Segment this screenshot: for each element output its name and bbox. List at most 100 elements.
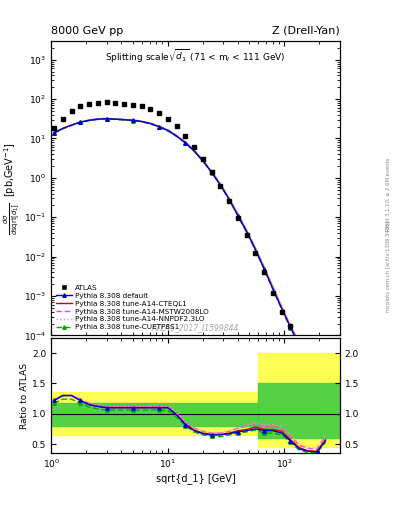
Pythia 8.308 tune-CUETP8S1 [165, 128, 170, 134]
Line: Pythia 8.308 tune-A14-MSTW2008LO: Pythia 8.308 tune-A14-MSTW2008LO [54, 118, 325, 398]
ATLAS [95, 99, 100, 105]
Pythia 8.308 tune-A14-CTEQL1 [306, 354, 310, 360]
Pythia 8.308 tune-A14-CTEQL1 [183, 139, 188, 145]
Pythia 8.308 tune-A14-NNPDF2.3LO [279, 303, 284, 309]
ATLAS [209, 168, 214, 175]
ATLAS [192, 143, 196, 150]
Pythia 8.308 tune-A14-CTEQL1 [130, 117, 135, 123]
Pythia 8.308 default [227, 196, 231, 202]
Pythia 8.308 tune-CUETP8S1 [306, 355, 310, 361]
ATLAS [148, 106, 153, 113]
Pythia 8.308 tune-A14-MSTW2008LO [244, 227, 249, 233]
Pythia 8.308 default [148, 120, 153, 126]
Pythia 8.308 tune-CUETP8S1 [279, 306, 284, 312]
Pythia 8.308 tune-CUETP8S1 [218, 182, 223, 188]
Pythia 8.308 tune-A14-MSTW2008LO [61, 125, 65, 132]
Pythia 8.308 tune-CUETP8S1 [192, 148, 196, 155]
ATLAS [218, 183, 223, 189]
Line: Pythia 8.308 tune-A14-NNPDF2.3LO: Pythia 8.308 tune-A14-NNPDF2.3LO [54, 118, 325, 398]
Pythia 8.308 tune-A14-MSTW2008LO [95, 116, 100, 122]
Pythia 8.308 tune-A14-NNPDF2.3LO [104, 115, 109, 121]
ATLAS [253, 250, 258, 257]
Pythia 8.308 tune-CUETP8S1 [69, 122, 74, 129]
Pythia 8.308 tune-A14-CTEQL1 [262, 265, 266, 271]
Pythia 8.308 tune-CUETP8S1 [130, 118, 135, 124]
Pythia 8.308 tune-A14-MSTW2008LO [297, 339, 301, 346]
Pythia 8.308 tune-A14-NNPDF2.3LO [314, 362, 319, 369]
Pythia 8.308 tune-A14-NNPDF2.3LO [218, 181, 223, 187]
Pythia 8.308 tune-CUETP8S1 [148, 121, 153, 127]
Pythia 8.308 tune-A14-MSTW2008LO [253, 245, 258, 251]
Pythia 8.308 default [209, 169, 214, 176]
Pythia 8.308 tune-A14-NNPDF2.3LO [148, 120, 153, 126]
Line: Pythia 8.308 tune-CUETP8S1: Pythia 8.308 tune-CUETP8S1 [52, 117, 327, 403]
ATLAS [130, 102, 135, 108]
Pythia 8.308 tune-A14-CTEQL1 [235, 212, 240, 218]
Pythia 8.308 tune-A14-NNPDF2.3LO [174, 132, 179, 138]
Pythia 8.308 tune-A14-CTEQL1 [200, 158, 205, 164]
Pythia 8.308 tune-A14-CTEQL1 [314, 365, 319, 371]
ATLAS [297, 336, 301, 342]
Pythia 8.308 tune-CUETP8S1 [227, 197, 231, 203]
Pythia 8.308 tune-CUETP8S1 [297, 343, 301, 349]
Pythia 8.308 default [323, 397, 328, 403]
Pythia 8.308 tune-A14-MSTW2008LO [288, 323, 293, 329]
Pythia 8.308 tune-A14-MSTW2008LO [69, 122, 74, 128]
Text: Rivet 3.1.10, ≥ 2.6M events: Rivet 3.1.10, ≥ 2.6M events [386, 158, 391, 231]
Text: ATLAS_2017_I1599844: ATLAS_2017_I1599844 [152, 324, 239, 332]
Pythia 8.308 tune-CUETP8S1 [183, 140, 188, 146]
Text: Z (Drell-Yan): Z (Drell-Yan) [272, 26, 340, 36]
Pythia 8.308 tune-A14-NNPDF2.3LO [122, 116, 127, 122]
Pythia 8.308 tune-A14-MSTW2008LO [52, 130, 57, 136]
Pythia 8.308 default [139, 118, 144, 124]
Pythia 8.308 tune-A14-CTEQL1 [192, 147, 196, 154]
Pythia 8.308 tune-A14-CTEQL1 [244, 228, 249, 234]
ATLAS [323, 395, 328, 401]
Pythia 8.308 tune-A14-CTEQL1 [87, 117, 92, 123]
Pythia 8.308 tune-A14-MSTW2008LO [218, 181, 223, 187]
Pythia 8.308 tune-A14-MSTW2008LO [157, 123, 162, 130]
Pythia 8.308 tune-A14-MSTW2008LO [192, 147, 196, 153]
ATLAS [61, 116, 65, 122]
Pythia 8.308 tune-A14-MSTW2008LO [165, 127, 170, 133]
Pythia 8.308 tune-A14-MSTW2008LO [148, 120, 153, 126]
X-axis label: sqrt{d_1} [GeV]: sqrt{d_1} [GeV] [156, 473, 235, 484]
Pythia 8.308 default [200, 158, 205, 164]
ATLAS [78, 103, 83, 110]
ATLAS [235, 215, 240, 221]
Text: mcplots.cern.ch [arXiv:1306.3436]: mcplots.cern.ch [arXiv:1306.3436] [386, 221, 391, 312]
ATLAS [87, 101, 92, 107]
Pythia 8.308 tune-A14-CTEQL1 [253, 246, 258, 252]
Y-axis label: $\frac{d\sigma}{d\mathrm{sqrt}[d_1]}$  [pb,GeV$^{-1}$]: $\frac{d\sigma}{d\mathrm{sqrt}[d_1]}$ [p… [2, 142, 22, 234]
Pythia 8.308 tune-A14-CTEQL1 [165, 127, 170, 134]
Pythia 8.308 tune-CUETP8S1 [78, 119, 83, 125]
Pythia 8.308 tune-A14-NNPDF2.3LO [271, 283, 275, 289]
Pythia 8.308 tune-CUETP8S1 [244, 229, 249, 236]
Pythia 8.308 tune-A14-CTEQL1 [209, 169, 214, 175]
Pythia 8.308 tune-A14-NNPDF2.3LO [288, 322, 293, 328]
Pythia 8.308 tune-CUETP8S1 [95, 116, 100, 122]
Pythia 8.308 tune-CUETP8S1 [314, 366, 319, 372]
Pythia 8.308 tune-A14-CTEQL1 [113, 116, 118, 122]
Pythia 8.308 tune-A14-MSTW2008LO [271, 284, 275, 290]
Pythia 8.308 tune-A14-MSTW2008LO [130, 117, 135, 123]
Pythia 8.308 tune-A14-MSTW2008LO [200, 157, 205, 163]
Pythia 8.308 tune-CUETP8S1 [200, 158, 205, 164]
Pythia 8.308 tune-CUETP8S1 [288, 325, 293, 331]
ATLAS [113, 99, 118, 105]
Pythia 8.308 tune-CUETP8S1 [139, 119, 144, 125]
Pythia 8.308 tune-CUETP8S1 [122, 117, 127, 123]
Pythia 8.308 tune-A14-MSTW2008LO [174, 132, 179, 138]
Pythia 8.308 tune-A14-MSTW2008LO [139, 118, 144, 124]
Pythia 8.308 tune-CUETP8S1 [157, 124, 162, 130]
Pythia 8.308 tune-CUETP8S1 [323, 398, 328, 404]
Pythia 8.308 tune-A14-CTEQL1 [218, 182, 223, 188]
ATLAS [262, 269, 266, 275]
Line: ATLAS: ATLAS [51, 99, 328, 400]
Pythia 8.308 tune-CUETP8S1 [253, 247, 258, 253]
Pythia 8.308 tune-A14-CTEQL1 [227, 196, 231, 202]
Pythia 8.308 tune-A14-NNPDF2.3LO [297, 339, 301, 345]
ATLAS [122, 100, 127, 106]
Pythia 8.308 tune-A14-NNPDF2.3LO [113, 116, 118, 122]
ATLAS [139, 103, 144, 110]
